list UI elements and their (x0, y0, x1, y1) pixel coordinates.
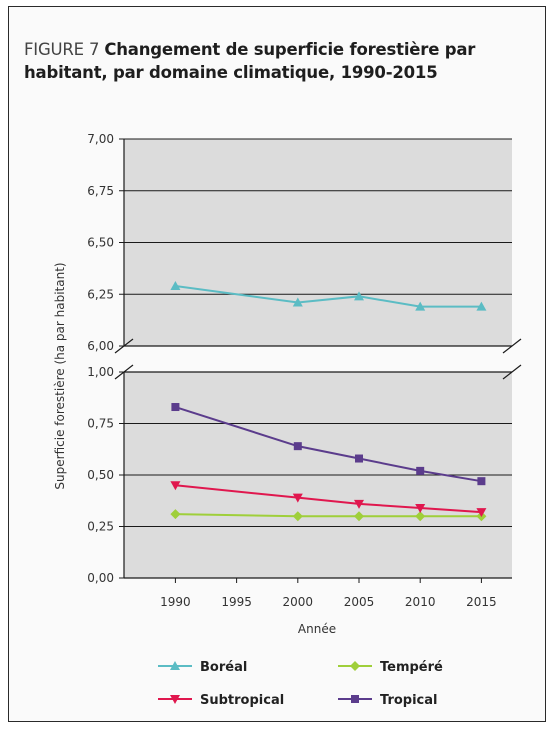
legend-item-subtropical: Subtropical (158, 693, 284, 708)
y-tick-label: 6,25 (87, 287, 114, 301)
data-point-boreal (476, 301, 487, 311)
legend-swatch-marker (351, 695, 359, 703)
chart-ticks: 6,00 6,25 6,50 6,75 7,00 0,00 0,25 0,50 0,75 1,00… (87, 132, 496, 609)
data-point-boreal (170, 280, 181, 290)
y-tick-label: 6,50 (87, 236, 114, 250)
data-point-subtropical (170, 481, 181, 491)
x-tick-label: 2005 (344, 595, 375, 609)
data-point-boreal (292, 297, 303, 307)
x-tick-label: 2010 (405, 595, 436, 609)
legend-label: Tropical (380, 693, 437, 708)
y-tick-label: 6,75 (87, 184, 114, 198)
data-point-tempere (292, 511, 303, 522)
figure-title-text: Changement de superficie forestière par … (24, 40, 476, 82)
figure-frame (8, 6, 546, 722)
y-tick-label: 6,00 (87, 339, 114, 353)
legend-swatch-marker (170, 695, 180, 704)
data-point-tempere (170, 509, 181, 520)
y-tick-label: 0,25 (87, 520, 114, 534)
data-point-tropical (171, 403, 180, 412)
y-tick-label: 0,50 (87, 468, 114, 482)
data-point-tempere (415, 511, 426, 522)
legend-swatch-marker (350, 661, 360, 671)
legend-item-boreal: Boréal (158, 660, 247, 675)
y-tick-label: 7,00 (87, 132, 114, 146)
y-tick-label: 1,00 (87, 365, 114, 379)
data-point-tempere (354, 511, 365, 522)
data-point-subtropical (476, 508, 487, 518)
y-tick-label: 0,75 (87, 417, 114, 431)
figure-label: FIGURE 7 (24, 40, 100, 59)
data-point-subtropical (415, 503, 426, 513)
legend-label: Tempéré (380, 660, 443, 675)
data-point-boreal (415, 301, 426, 311)
legend-swatch-marker (170, 661, 180, 670)
legend-item-tempere: Tempéré (338, 660, 443, 675)
x-tick-label: 1990 (160, 595, 191, 609)
x-tick-label: 1995 (221, 595, 252, 609)
data-point-subtropical (354, 499, 365, 509)
x-tick-label: 2000 (283, 595, 314, 609)
figure-title: FIGURE 7 Changement de superficie forest… (24, 38, 544, 84)
legend-item-tropical: Tropical (338, 693, 437, 708)
axis-break-mark (502, 338, 522, 354)
data-point-tropical (477, 477, 486, 486)
x-tick-label: 2015 (466, 595, 497, 609)
axis-break-mark (502, 364, 522, 380)
legend-label: Boréal (200, 660, 247, 675)
chart-panels (124, 139, 512, 578)
chart-legend: Boréal Tempéré Subtropical Tropical (158, 660, 443, 708)
data-point-tropical (293, 442, 302, 451)
data-point-tropical (355, 454, 364, 463)
data-point-subtropical (292, 493, 303, 503)
data-point-boreal (354, 291, 365, 301)
x-axis-label: Année (298, 622, 336, 636)
legend-label: Subtropical (200, 693, 284, 708)
y-axis-label: Superficie forestière (ha par habitant) (53, 262, 67, 489)
data-point-tropical (416, 466, 425, 475)
y-tick-label: 0,00 (87, 571, 114, 585)
chart-series (170, 280, 487, 522)
